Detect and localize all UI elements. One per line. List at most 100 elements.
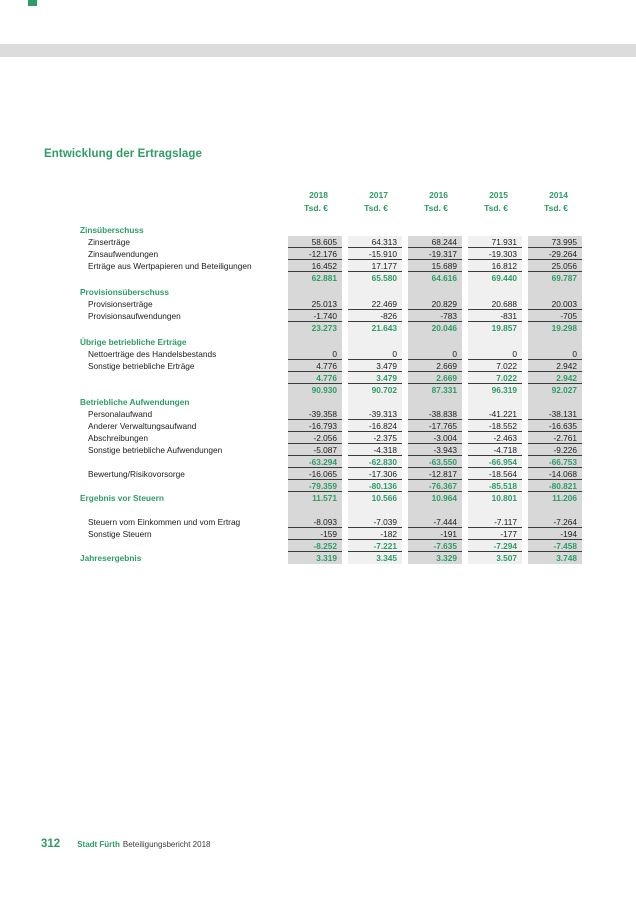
cell-value: -7.458 (528, 540, 582, 552)
table-row: Sonstige betriebliche Erträge 4.776 3.479 2… (44, 360, 584, 372)
table-row: Sonstige Steuern -159 -182 -191 -177 -194 (44, 528, 584, 540)
table-row: Sonstige betriebliche Aufwendungen -5.087… (44, 444, 584, 456)
cell-value: -39.313 (348, 408, 402, 420)
cell-value: -12.176 (288, 248, 342, 260)
cell-value: -17.306 (348, 468, 402, 480)
cell-value: -2.463 (468, 432, 522, 444)
cell-value: -7.294 (468, 540, 522, 552)
table-row (44, 284, 584, 286)
page-top-band (0, 44, 636, 57)
table-row: Zinserträge 58.605 64.313 68.244 71.931 73.99… (44, 236, 584, 248)
cell-value (348, 336, 402, 348)
table-row: Nettoerträge des Handelsbestands 0 0 0 0 0 (44, 348, 584, 360)
cell-value: -7.221 (348, 540, 402, 552)
cell-value (288, 396, 342, 408)
cell-value: 68.244 (408, 236, 462, 248)
footer: 312 Stadt Fürth Beteiligungsbericht 2018 (41, 838, 210, 850)
table-row: -79.359 -80.136 -76.367 -85.518 -80.821 (44, 480, 584, 492)
year-label: 2015 (489, 189, 508, 200)
cell-value: 3.329 (408, 552, 462, 564)
cell-value: -16.065 (288, 468, 342, 480)
unit-label: Tsd. € (424, 202, 448, 213)
row-label (44, 272, 282, 284)
cell-value (408, 284, 462, 286)
table-row: -8.252 -7.221 -7.635 -7.294 -7.458 (44, 540, 584, 552)
table-row: Provisionsaufwendungen -1.740 -826 -783 -831… (44, 310, 584, 322)
table-header-years: 2018 2017 2016 2015 2014 (44, 188, 584, 201)
table-row: Übrige betriebliche Erträge (44, 336, 584, 348)
row-label: Steuern vom Einkommen und vom Ertrag (88, 517, 241, 527)
earnings-table: 2018 2017 2016 2015 2014 Tsd. € Tsd. € T… (44, 188, 584, 564)
cell-value (468, 284, 522, 286)
cell-value (408, 336, 462, 348)
cell-value: 90.930 (288, 384, 342, 396)
cell-value: -4.718 (468, 444, 522, 456)
row-label: Sonstige Steuern (88, 529, 152, 539)
cell-value: -8.252 (288, 540, 342, 552)
cell-value: -159 (288, 528, 342, 540)
cell-value: -63.550 (408, 456, 462, 468)
table-row: Erträge aus Wertpapieren und Beteiligung… (44, 260, 584, 272)
table-row: -63.294 -62.830 -63.550 -66.954 -66.753 (44, 456, 584, 468)
cell-value (288, 504, 342, 516)
row-section-label: Jahresergebnis (80, 553, 142, 563)
cell-value: 20.046 (408, 322, 462, 334)
row-label (44, 456, 282, 468)
cell-value: -66.954 (468, 456, 522, 468)
cell-value: 20.688 (468, 298, 522, 310)
table-row: Personalaufwand -39.358 -39.313 -38.838 -41.… (44, 408, 584, 420)
table-row: Anderer Verwaltungsaufwand -16.793 -16.824… (44, 420, 584, 432)
cell-value: -7.444 (408, 516, 462, 528)
cell-value: -63.294 (288, 456, 342, 468)
row-section-label: Betriebliche Aufwendungen (80, 397, 190, 407)
cell-value (288, 286, 342, 298)
row-label (44, 384, 282, 396)
cell-value: 23.273 (288, 322, 342, 334)
header-gap (44, 214, 584, 224)
row-label: Provisionserträge (88, 299, 153, 309)
cell-value: -19.303 (468, 248, 522, 260)
cell-value: -2.761 (528, 432, 582, 444)
cell-value: -191 (408, 528, 462, 540)
cell-value: -7.264 (528, 516, 582, 528)
cell-value: -7.117 (468, 516, 522, 528)
row-label: Personalaufwand (88, 409, 153, 419)
cell-value: -85.518 (468, 480, 522, 492)
table-row: 4.776 3.479 2.669 7.022 2.942 (44, 372, 584, 384)
cell-value: -177 (468, 528, 522, 540)
cell-value: 65.580 (348, 272, 402, 284)
cell-value: 2.669 (408, 372, 462, 384)
row-label (44, 322, 282, 334)
cell-value (468, 336, 522, 348)
cell-value: -18.552 (468, 420, 522, 432)
cell-value: -3.004 (408, 432, 462, 444)
year-label: 2017 (369, 189, 388, 200)
cell-value: 62.881 (288, 272, 342, 284)
page-number: 312 (41, 838, 61, 850)
cell-value: -66.753 (528, 456, 582, 468)
cell-value (348, 334, 402, 336)
table-row: Ergebnis vor Steuern 11.571 10.566 10.964 10… (44, 492, 584, 504)
cell-value: -7.039 (348, 516, 402, 528)
row-label: Abschreibungen (88, 433, 148, 443)
cell-value: 2.942 (528, 360, 582, 372)
cell-value: -62.830 (348, 456, 402, 468)
cell-value: 2.942 (528, 372, 582, 384)
cell-value: 58.605 (288, 236, 342, 248)
cell-value: 92.027 (528, 384, 582, 396)
cell-value: 0 (288, 348, 342, 360)
cell-value: -194 (528, 528, 582, 540)
cell-value: 17.177 (348, 260, 402, 272)
cell-value: -80.136 (348, 480, 402, 492)
cell-value (468, 224, 522, 236)
row-label: Bewertung/Risikovorsorge (88, 469, 185, 479)
cell-value: 96.319 (468, 384, 522, 396)
cell-value: 7.022 (468, 372, 522, 384)
cell-value: 0 (468, 348, 522, 360)
cell-value (348, 284, 402, 286)
cell-value: 0 (528, 348, 582, 360)
cell-value: 19.298 (528, 322, 582, 334)
cell-value: 25.056 (528, 260, 582, 272)
cell-value: -16.635 (528, 420, 582, 432)
